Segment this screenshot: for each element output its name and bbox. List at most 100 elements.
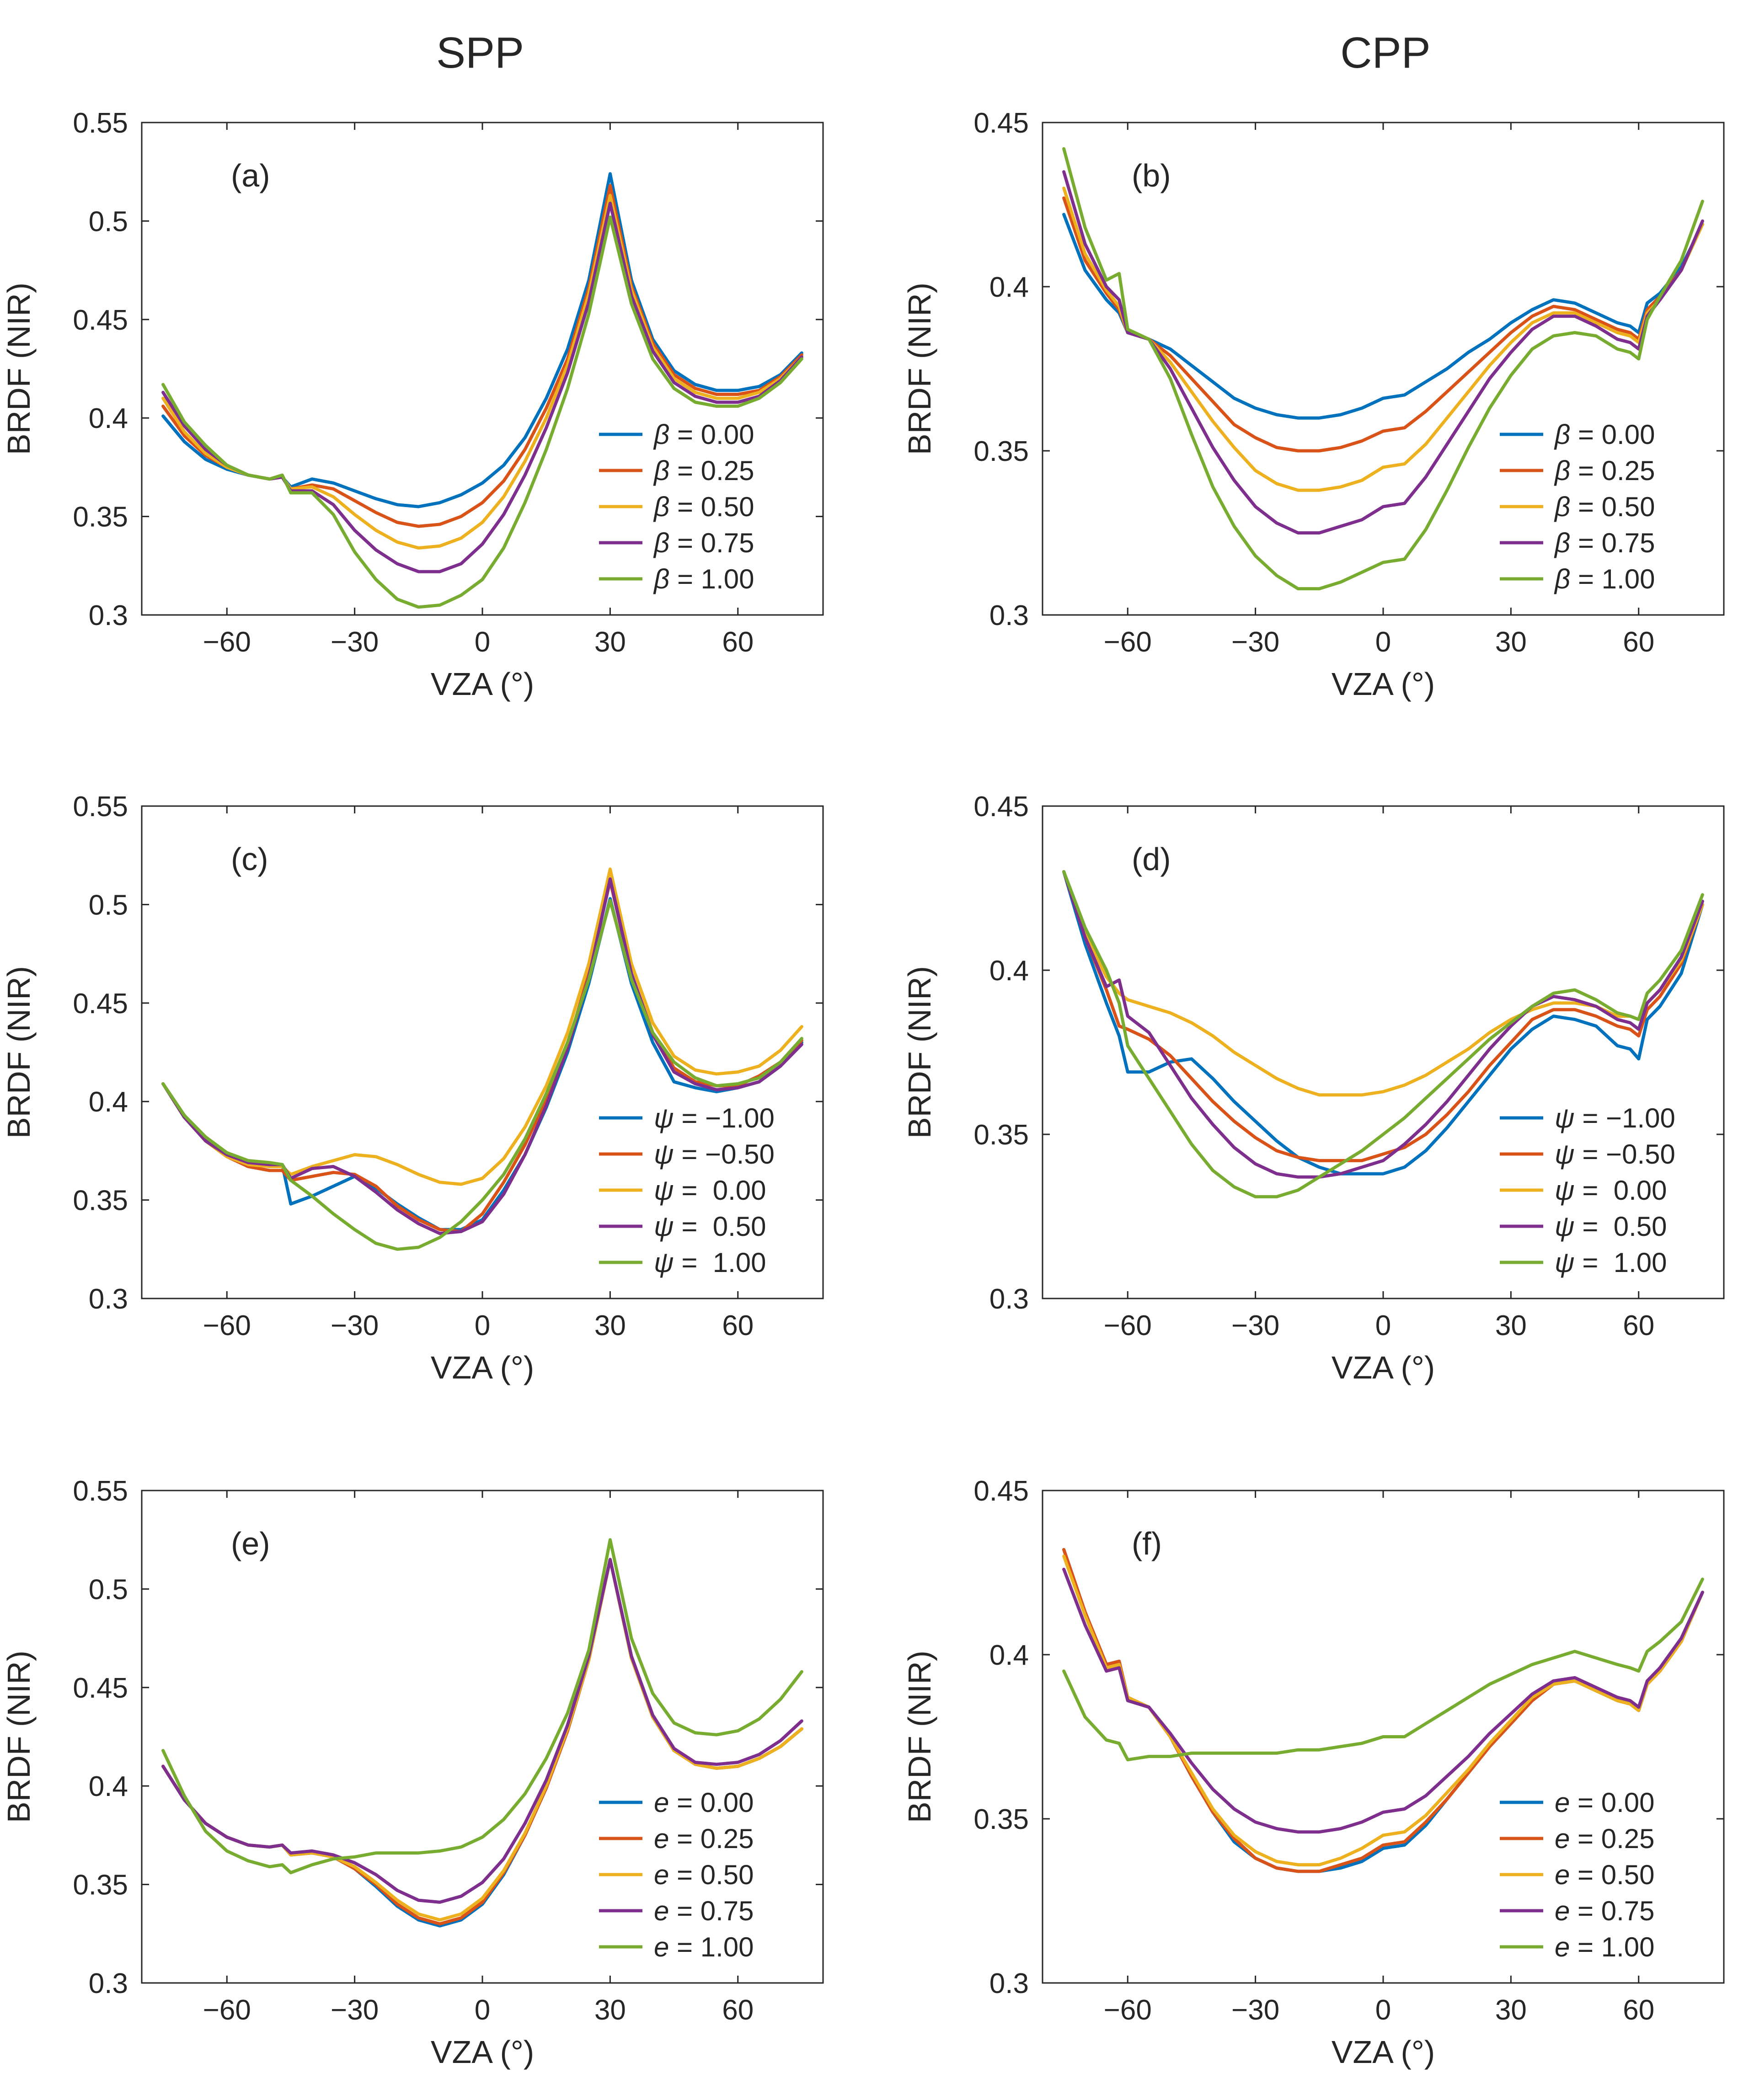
x-tick-label: −30 [1231, 626, 1279, 658]
y-axis-label: BRDF (NIR) [902, 966, 937, 1138]
legend-value: = 0.25 [669, 455, 754, 486]
legend-value: = 0.75 [669, 528, 754, 558]
legend-entry: e = 0.75 [654, 1896, 754, 1926]
y-tick-label: 0.35 [973, 436, 1029, 467]
y-tick-label: 0.35 [973, 1804, 1029, 1835]
x-tick-label: 60 [1623, 1994, 1654, 2026]
x-tick-label: 30 [1495, 1310, 1527, 1341]
series-line [1062, 147, 1704, 591]
y-tick-label: 0.55 [73, 107, 128, 139]
chart-panel: −60 −30 0 30 60 0.3 0.35 0.4 0.45 0.5 0.55 VZA (°) B… [1, 791, 824, 1385]
y-tick-label: 0.3 [89, 1968, 128, 1999]
legend-entry: e = 0.00 [654, 1787, 754, 1818]
legend-entry: β = 0.75 [653, 528, 754, 558]
legend-value: = 0.50 [669, 492, 754, 522]
y-tick-label: 0.4 [89, 403, 128, 434]
x-tick-label: −30 [1231, 1994, 1279, 2026]
series-line [1062, 196, 1704, 453]
x-tick-label: −30 [331, 626, 379, 658]
chart-panel: −60 −30 0 30 60 0.3 0.35 0.4 0.45 VZA (°) BRDF (NI… [902, 107, 1725, 702]
y-tick-label: 0.55 [73, 791, 128, 823]
legend-symbol: e [654, 1932, 669, 1962]
y-tick-label: 0.45 [973, 791, 1029, 823]
legend-value: = 0.00 [669, 419, 754, 450]
x-tick-label: −60 [203, 626, 251, 658]
legend-entry: β = 0.25 [653, 455, 754, 486]
legend-entry: e = 1.00 [1555, 1932, 1655, 1962]
legend-value: = 0.75 [1570, 528, 1655, 558]
series-line [1062, 870, 1704, 1176]
x-axis-label: VZA (°) [1332, 1350, 1435, 1385]
y-tick-label: 0.45 [73, 988, 128, 1020]
legend-symbol: β [653, 492, 669, 522]
y-tick-label: 0.35 [73, 502, 128, 533]
x-tick-label: −60 [203, 1310, 251, 1341]
legend-symbol: β [1554, 528, 1570, 558]
legend-symbol: β [1554, 564, 1570, 594]
legend-value: = 1.00 [1570, 564, 1655, 594]
legend-value: = 0.00 [1570, 419, 1655, 450]
x-tick-label: −60 [1104, 1310, 1152, 1341]
legend-value: = 1.00 [669, 1932, 754, 1962]
y-axis-label: BRDF (NIR) [902, 1651, 937, 1823]
x-tick-label: −30 [331, 1994, 379, 2026]
y-tick-label: 0.4 [989, 1640, 1029, 1671]
column-title-spp: SPP [436, 28, 524, 77]
y-axis-label: BRDF (NIR) [1, 1651, 37, 1823]
legend-symbol: e [1555, 1787, 1570, 1818]
x-tick-label: 0 [475, 626, 490, 658]
legend-entry: e = 1.00 [654, 1932, 754, 1962]
legend-entry: β = 1.00 [1554, 564, 1655, 594]
y-tick-label: 0.45 [73, 305, 128, 336]
panel-label: (a) [231, 158, 270, 193]
legend-value: = 0.75 [669, 1896, 754, 1926]
legend-value: = 0.00 [669, 1787, 754, 1818]
legend-value: = −1.00 [1575, 1103, 1675, 1133]
legend-entry: ψ = 0.50 [1555, 1211, 1667, 1242]
legend-symbol: e [1555, 1823, 1570, 1854]
legend-symbol: β [1554, 419, 1570, 450]
legend-entry: ψ = 0.50 [654, 1211, 766, 1242]
series-line [1062, 170, 1704, 534]
x-axis-label: VZA (°) [1332, 666, 1435, 702]
panel-label: (e) [231, 1526, 270, 1561]
series-line [161, 877, 803, 1235]
legend-value: = 1.00 [669, 564, 754, 594]
series-line [161, 1558, 803, 1904]
series-line [161, 879, 803, 1233]
x-axis-label: VZA (°) [1332, 2034, 1435, 2070]
legend-symbol: ψ [1555, 1247, 1575, 1278]
legend-value: = −0.50 [1575, 1139, 1675, 1170]
series-line [1062, 1555, 1704, 1866]
x-tick-label: −60 [1104, 626, 1152, 658]
legend-symbol: e [654, 1896, 669, 1926]
legend-entry: β = 0.50 [1554, 492, 1655, 522]
y-tick-label: 0.45 [973, 107, 1029, 139]
y-tick-label: 0.4 [89, 1086, 128, 1118]
x-tick-label: 30 [1495, 1994, 1527, 2026]
legend-entry: e = 0.25 [654, 1823, 754, 1854]
legend-entry: β = 1.00 [653, 564, 754, 594]
x-tick-label: 60 [722, 1310, 754, 1341]
chart-panel: −60 −30 0 30 60 0.3 0.35 0.4 0.45 VZA (°) BRDF (NI… [902, 791, 1725, 1385]
x-tick-label: 60 [1623, 626, 1654, 658]
legend-value: = 0.00 [674, 1175, 766, 1206]
y-tick-label: 0.45 [973, 1475, 1029, 1507]
panel-label: (c) [231, 841, 268, 877]
y-tick-label: 0.35 [73, 1185, 128, 1217]
legend-entry: β = 0.75 [1554, 528, 1655, 558]
series-line [161, 215, 803, 609]
series-line [1062, 870, 1704, 1097]
y-tick-label: 0.3 [989, 1968, 1029, 1999]
x-tick-label: −30 [1231, 1310, 1279, 1341]
legend-entry: ψ = −1.00 [1555, 1103, 1675, 1133]
legend-entry: β = 0.00 [1554, 419, 1655, 450]
legend: ψ = −1.00ψ = −0.50ψ = 0.00ψ = 0.50ψ = 1.… [1500, 1103, 1675, 1278]
legend-value: = 0.50 [1570, 492, 1655, 522]
legend-value: = 0.00 [1570, 1787, 1654, 1818]
legend: e = 0.00e = 0.25e = 0.50e = 0.75e = 1.00 [599, 1787, 754, 1962]
legend-symbol: ψ [1555, 1175, 1575, 1206]
legend: e = 0.00e = 0.25e = 0.50e = 0.75e = 1.00 [1500, 1787, 1655, 1962]
legend-entry: ψ = −1.00 [654, 1103, 775, 1133]
series-line [1062, 870, 1704, 1179]
